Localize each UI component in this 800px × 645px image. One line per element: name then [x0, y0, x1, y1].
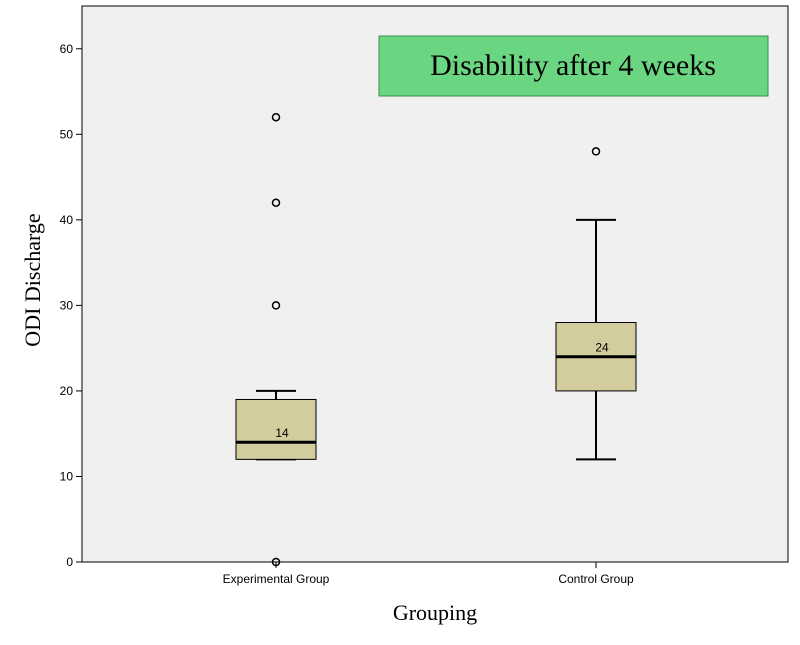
- box-0: 14: [235, 112, 317, 567]
- plot-area: [81, 5, 789, 563]
- y-axis: 0 10 20 30 40 50 60: [60, 42, 82, 569]
- iqr-box-0: [235, 398, 317, 460]
- outlier-0-2: [271, 301, 281, 310]
- y-tick-label-3: 30: [60, 298, 74, 312]
- y-tick-label-2: 20: [60, 384, 74, 398]
- x-axis-title: Grouping: [393, 600, 477, 625]
- y-tick-label-4: 40: [60, 213, 74, 227]
- median-label-0: 14: [275, 426, 289, 440]
- x-tick-label-1: Control Group: [558, 572, 634, 586]
- y-tick-label-0: 0: [66, 555, 73, 569]
- chart-title: Disability after 4 weeks: [430, 49, 716, 82]
- outlier-0-1: [271, 198, 281, 207]
- outlier-0-0: [271, 112, 281, 122]
- box-series: 14 24: [235, 112, 637, 567]
- median-label-1: 24: [595, 341, 609, 355]
- outlier-1-0: [591, 147, 601, 156]
- y-tick-label-1: 10: [60, 469, 74, 483]
- y-axis-title: ODI Discharge: [20, 213, 45, 346]
- x-axis: Experimental Group Control Group: [223, 562, 634, 586]
- x-tick-label-0: Experimental Group: [223, 572, 330, 586]
- title-background: [378, 35, 769, 97]
- outlier-0-3: [271, 557, 281, 567]
- box-1: 24: [555, 147, 637, 461]
- y-tick-label-5: 50: [60, 127, 74, 141]
- y-tick-label-6: 60: [60, 42, 74, 56]
- title-box: Disability after 4 weeks: [378, 35, 769, 97]
